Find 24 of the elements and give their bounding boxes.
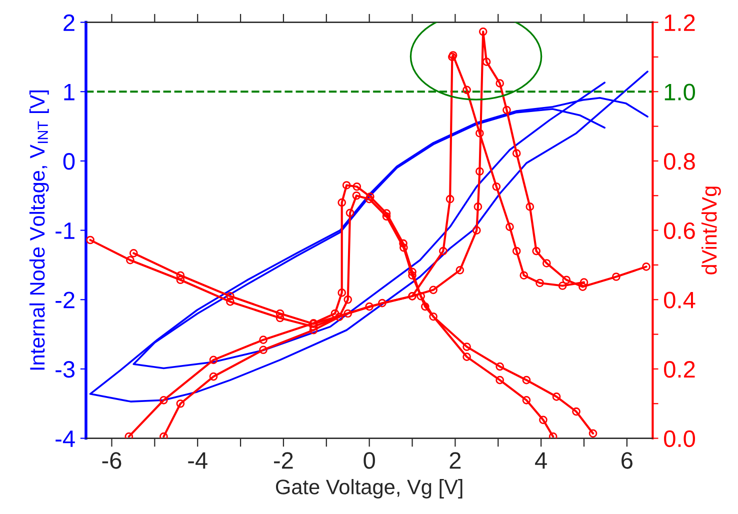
y2-tick-label: 1.2 <box>664 14 695 31</box>
x-tick-label: -6 <box>102 452 122 469</box>
y-tick-label: 2 <box>64 14 74 31</box>
x-tick-label: 4 <box>535 452 547 469</box>
y-tick-label: 1 <box>64 84 74 100</box>
x-tick-label: 0 <box>364 452 375 469</box>
x-tick-label: -4 <box>188 452 208 469</box>
x-tick-label: 2 <box>450 452 461 469</box>
y2-tick-label: 1.0 <box>664 84 696 100</box>
y-tick-label: -3 <box>56 361 75 378</box>
y2-axis-title: dVint/dVg <box>701 186 721 274</box>
x-tick-label: -2 <box>274 452 293 469</box>
y-axis-title: Internal Node Voltage, V$_{INT}$ [V] <box>29 90 49 370</box>
y2-tick-label: 0.0 <box>664 430 696 448</box>
y-tick-label: -1 <box>56 222 74 239</box>
y-tick-label: -2 <box>56 292 74 308</box>
y2-tick-label: 0.2 <box>664 361 695 378</box>
y2-tick-label: 0.8 <box>664 153 695 170</box>
y2-tick-label: 0.6 <box>664 222 695 240</box>
y2-tick-label: 0.4 <box>664 292 696 308</box>
x-tick-label: 6 <box>622 452 632 469</box>
x-axis-title: Gate Voltage, Vg [V] <box>276 479 462 498</box>
y-tick-label: -4 <box>56 430 75 447</box>
y-tick-label: 0 <box>63 153 75 170</box>
